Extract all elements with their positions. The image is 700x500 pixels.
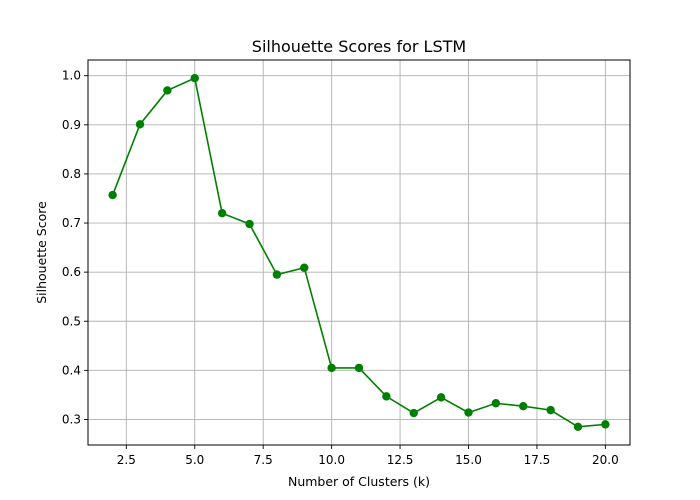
data-point (272, 270, 282, 279)
data-point (300, 263, 309, 272)
x-tick-label: 10.0 (318, 453, 345, 467)
data-point (354, 363, 364, 373)
data-point (464, 408, 473, 417)
x-tick-label: 2.5 (117, 453, 136, 467)
data-point (601, 420, 610, 429)
data-point (245, 219, 254, 229)
data-point (108, 190, 117, 200)
data-point (327, 363, 336, 373)
y-tick-label: 0.6 (62, 265, 81, 279)
x-tick-label: 20.0 (592, 453, 619, 467)
x-tick-label: 15.0 (455, 453, 482, 467)
data-point (382, 392, 391, 401)
y-tick-label: 0.9 (62, 118, 81, 132)
data-point (135, 120, 145, 129)
x-tick-label: 12.5 (387, 453, 414, 467)
data-point (491, 399, 501, 408)
data-point (409, 408, 418, 418)
axis-ticks: 2.5 5.0 7.5 10.0 12.5 15.0 17.5 20.0 0.3 0.4 0.5 0.… (62, 69, 619, 467)
data-point (217, 209, 227, 218)
x-tick-label: 5.0 (185, 453, 204, 467)
x-tick-label: 7.5 (254, 453, 273, 467)
y-tick-label: 0.5 (62, 314, 81, 328)
data-series (108, 73, 610, 432)
data-point (573, 422, 583, 432)
y-tick-label: 0.8 (62, 167, 81, 181)
data-point (546, 405, 555, 415)
y-tick-label: 0.7 (62, 216, 81, 230)
data-point (436, 393, 446, 402)
y-axis-label: Silhouette Score (34, 201, 49, 304)
x-tick-label: 17.5 (524, 453, 551, 467)
y-tick-label: 1.0 (62, 69, 81, 83)
plot-frame (87, 59, 631, 446)
y-tick-label: 0.3 (62, 412, 81, 426)
data-point (519, 402, 528, 411)
data-point (163, 86, 172, 95)
chart-title: Silhouette Scores for LSTM (252, 37, 466, 56)
data-point (190, 73, 199, 83)
y-tick-label: 0.4 (62, 363, 81, 377)
x-axis-label: Number of Clusters (k) (288, 474, 430, 489)
